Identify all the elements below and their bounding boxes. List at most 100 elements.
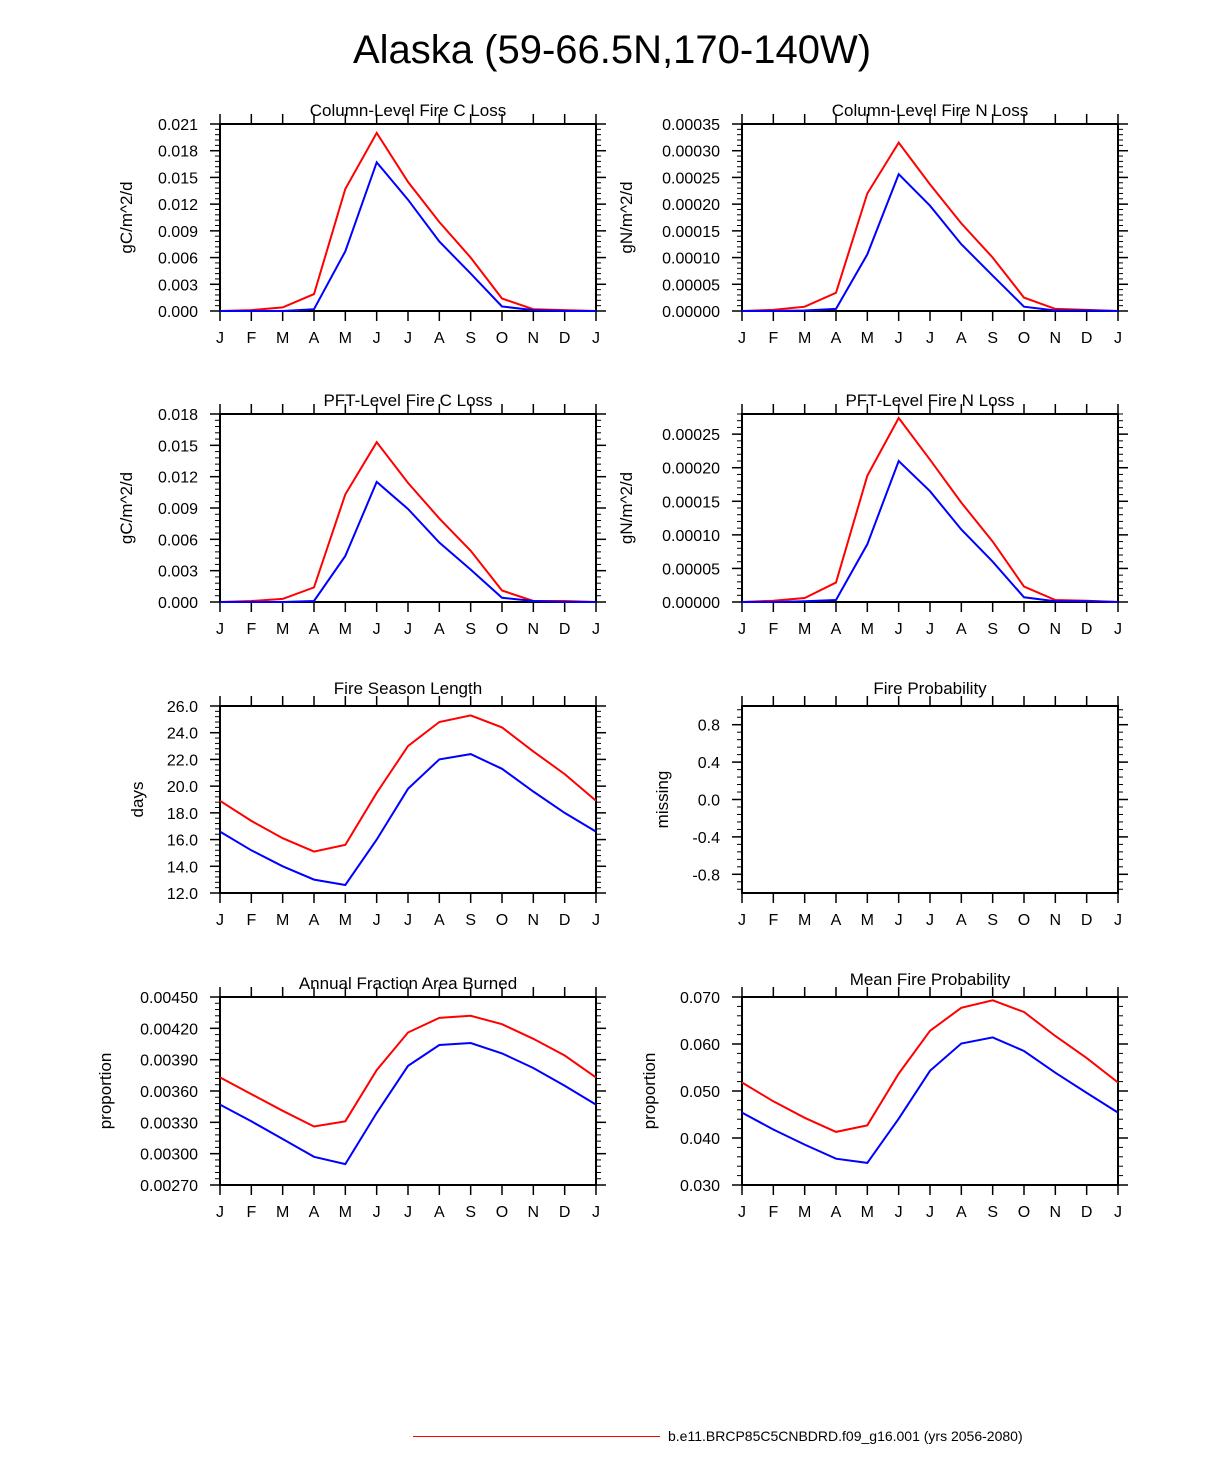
x-tick-label: M: [339, 1204, 352, 1221]
x-tick-label: J: [216, 621, 224, 638]
x-tick-label: A: [309, 330, 320, 347]
x-tick-label: J: [895, 912, 903, 929]
x-tick-label: M: [276, 621, 289, 638]
x-tick-label: J: [1114, 330, 1122, 347]
x-tick-label: M: [861, 1204, 874, 1221]
x-tick-label: J: [404, 621, 412, 638]
y-tick-label: 0.00010: [662, 251, 720, 268]
x-tick-label: J: [373, 1204, 381, 1221]
page-title: Alaska (59-66.5N,170-140W): [352, 28, 872, 72]
series-line-blue: [741, 1036, 1119, 1164]
y-tick-label: 0.030: [680, 1178, 720, 1195]
x-tick-label: S: [465, 1204, 476, 1221]
chart-panel-4: Fire Season Length J F M A M J J A S O N D J 12.0 14.0 1…: [128, 679, 606, 929]
x-tick-label: J: [926, 621, 934, 638]
x-tick-label: N: [528, 330, 540, 347]
x-tick-label: N: [528, 912, 540, 929]
y-tick-label: 0.015: [158, 170, 198, 187]
x-tick-label: J: [592, 912, 600, 929]
x-tick-label: J: [373, 621, 381, 638]
y-tick-label: 0.009: [158, 224, 198, 241]
y-tick-label: 0.00000: [662, 304, 720, 321]
chart-panel-5: Fire Probability J F M A M J J A S O N D J -0.8 -0.4 0.0…: [653, 679, 1128, 929]
x-tick-label: A: [434, 912, 445, 929]
y-tick-label: 0.006: [158, 532, 198, 549]
y-tick-label: 0.00005: [662, 561, 720, 578]
chart-title: PFT-Level Fire C Loss: [323, 391, 492, 410]
x-tick-label: J: [592, 621, 600, 638]
x-tick-label: J: [895, 330, 903, 347]
plot-frame: [741, 413, 1119, 603]
y-tick-label: 0.012: [158, 197, 198, 214]
y-tick-label: -0.8: [692, 867, 720, 884]
x-tick-label: O: [1018, 621, 1030, 638]
x-tick-label: A: [831, 912, 842, 929]
x-tick-label: D: [1081, 621, 1093, 638]
series-line-red: [219, 1014, 597, 1128]
x-tick-label: N: [528, 1204, 540, 1221]
x-tick-label: J: [738, 621, 746, 638]
y-axis-label: days: [128, 782, 147, 818]
x-tick-label: A: [831, 330, 842, 347]
x-tick-label: J: [404, 912, 412, 929]
chart-panel-6: Annual Fraction Area Burned J F M A M J J A S O N D J…: [96, 974, 606, 1221]
x-tick-label: J: [373, 330, 381, 347]
x-tick-label: M: [798, 912, 811, 929]
y-tick-label: 0.021: [158, 117, 198, 134]
chart-title: Mean Fire Probability: [850, 970, 1011, 989]
y-axis-label: gN/m^2/d: [617, 181, 636, 253]
chart-title: Annual Fraction Area Burned: [299, 974, 517, 993]
y-tick-label: 20.0: [167, 779, 198, 796]
x-tick-label: J: [738, 912, 746, 929]
x-tick-label: N: [1050, 330, 1062, 347]
x-tick-label: O: [496, 330, 508, 347]
y-tick-label: 0.00300: [140, 1147, 198, 1164]
y-tick-label: 0.00015: [662, 224, 720, 241]
x-tick-label: F: [246, 621, 256, 638]
y-tick-label: 0.003: [158, 564, 198, 581]
x-tick-label: J: [1114, 621, 1122, 638]
x-tick-label: S: [465, 621, 476, 638]
x-tick-label: J: [926, 330, 934, 347]
y-tick-label: 14.0: [167, 859, 198, 876]
y-axis-label: gC/m^2/d: [117, 181, 136, 253]
chart-panel-3: PFT-Level Fire N Loss J F M A M J J A S O N D J 0.0000…: [617, 391, 1128, 638]
x-tick-label: O: [496, 1204, 508, 1221]
plot-frame: [741, 123, 1119, 312]
y-axis-label: gC/m^2/d: [117, 472, 136, 544]
x-tick-label: J: [895, 621, 903, 638]
x-tick-label: J: [216, 1204, 224, 1221]
y-tick-label: 0.015: [158, 438, 198, 455]
x-tick-label: N: [1050, 621, 1062, 638]
chart-title: PFT-Level Fire N Loss: [845, 391, 1014, 410]
x-tick-label: O: [496, 912, 508, 929]
chart-title: Column-Level Fire C Loss: [310, 101, 507, 120]
x-tick-label: J: [926, 1204, 934, 1221]
y-tick-label: 0.003: [158, 277, 198, 294]
x-tick-label: M: [339, 912, 352, 929]
x-tick-label: D: [559, 1204, 571, 1221]
x-tick-label: A: [434, 1204, 445, 1221]
x-tick-label: F: [246, 912, 256, 929]
x-tick-label: J: [738, 330, 746, 347]
plot-frame: [741, 705, 1119, 894]
series-line-red: [219, 714, 597, 853]
x-tick-label: M: [861, 330, 874, 347]
y-tick-label: 0.8: [698, 718, 720, 735]
x-tick-label: M: [861, 912, 874, 929]
y-tick-label: 0.00025: [662, 170, 720, 187]
x-tick-label: A: [434, 330, 445, 347]
x-tick-label: F: [768, 621, 778, 638]
x-tick-label: A: [956, 330, 967, 347]
x-tick-label: O: [1018, 912, 1030, 929]
y-tick-label: 0.00330: [140, 1115, 198, 1132]
x-tick-label: S: [465, 330, 476, 347]
chart-title: Column-Level Fire N Loss: [832, 101, 1029, 120]
x-tick-label: A: [309, 621, 320, 638]
series-line-red: [219, 130, 597, 312]
y-tick-label: 0.00020: [662, 197, 720, 214]
series-line-red: [741, 140, 1119, 312]
x-tick-label: D: [1081, 330, 1093, 347]
y-tick-label: 0.000: [158, 595, 198, 612]
x-tick-label: D: [559, 912, 571, 929]
